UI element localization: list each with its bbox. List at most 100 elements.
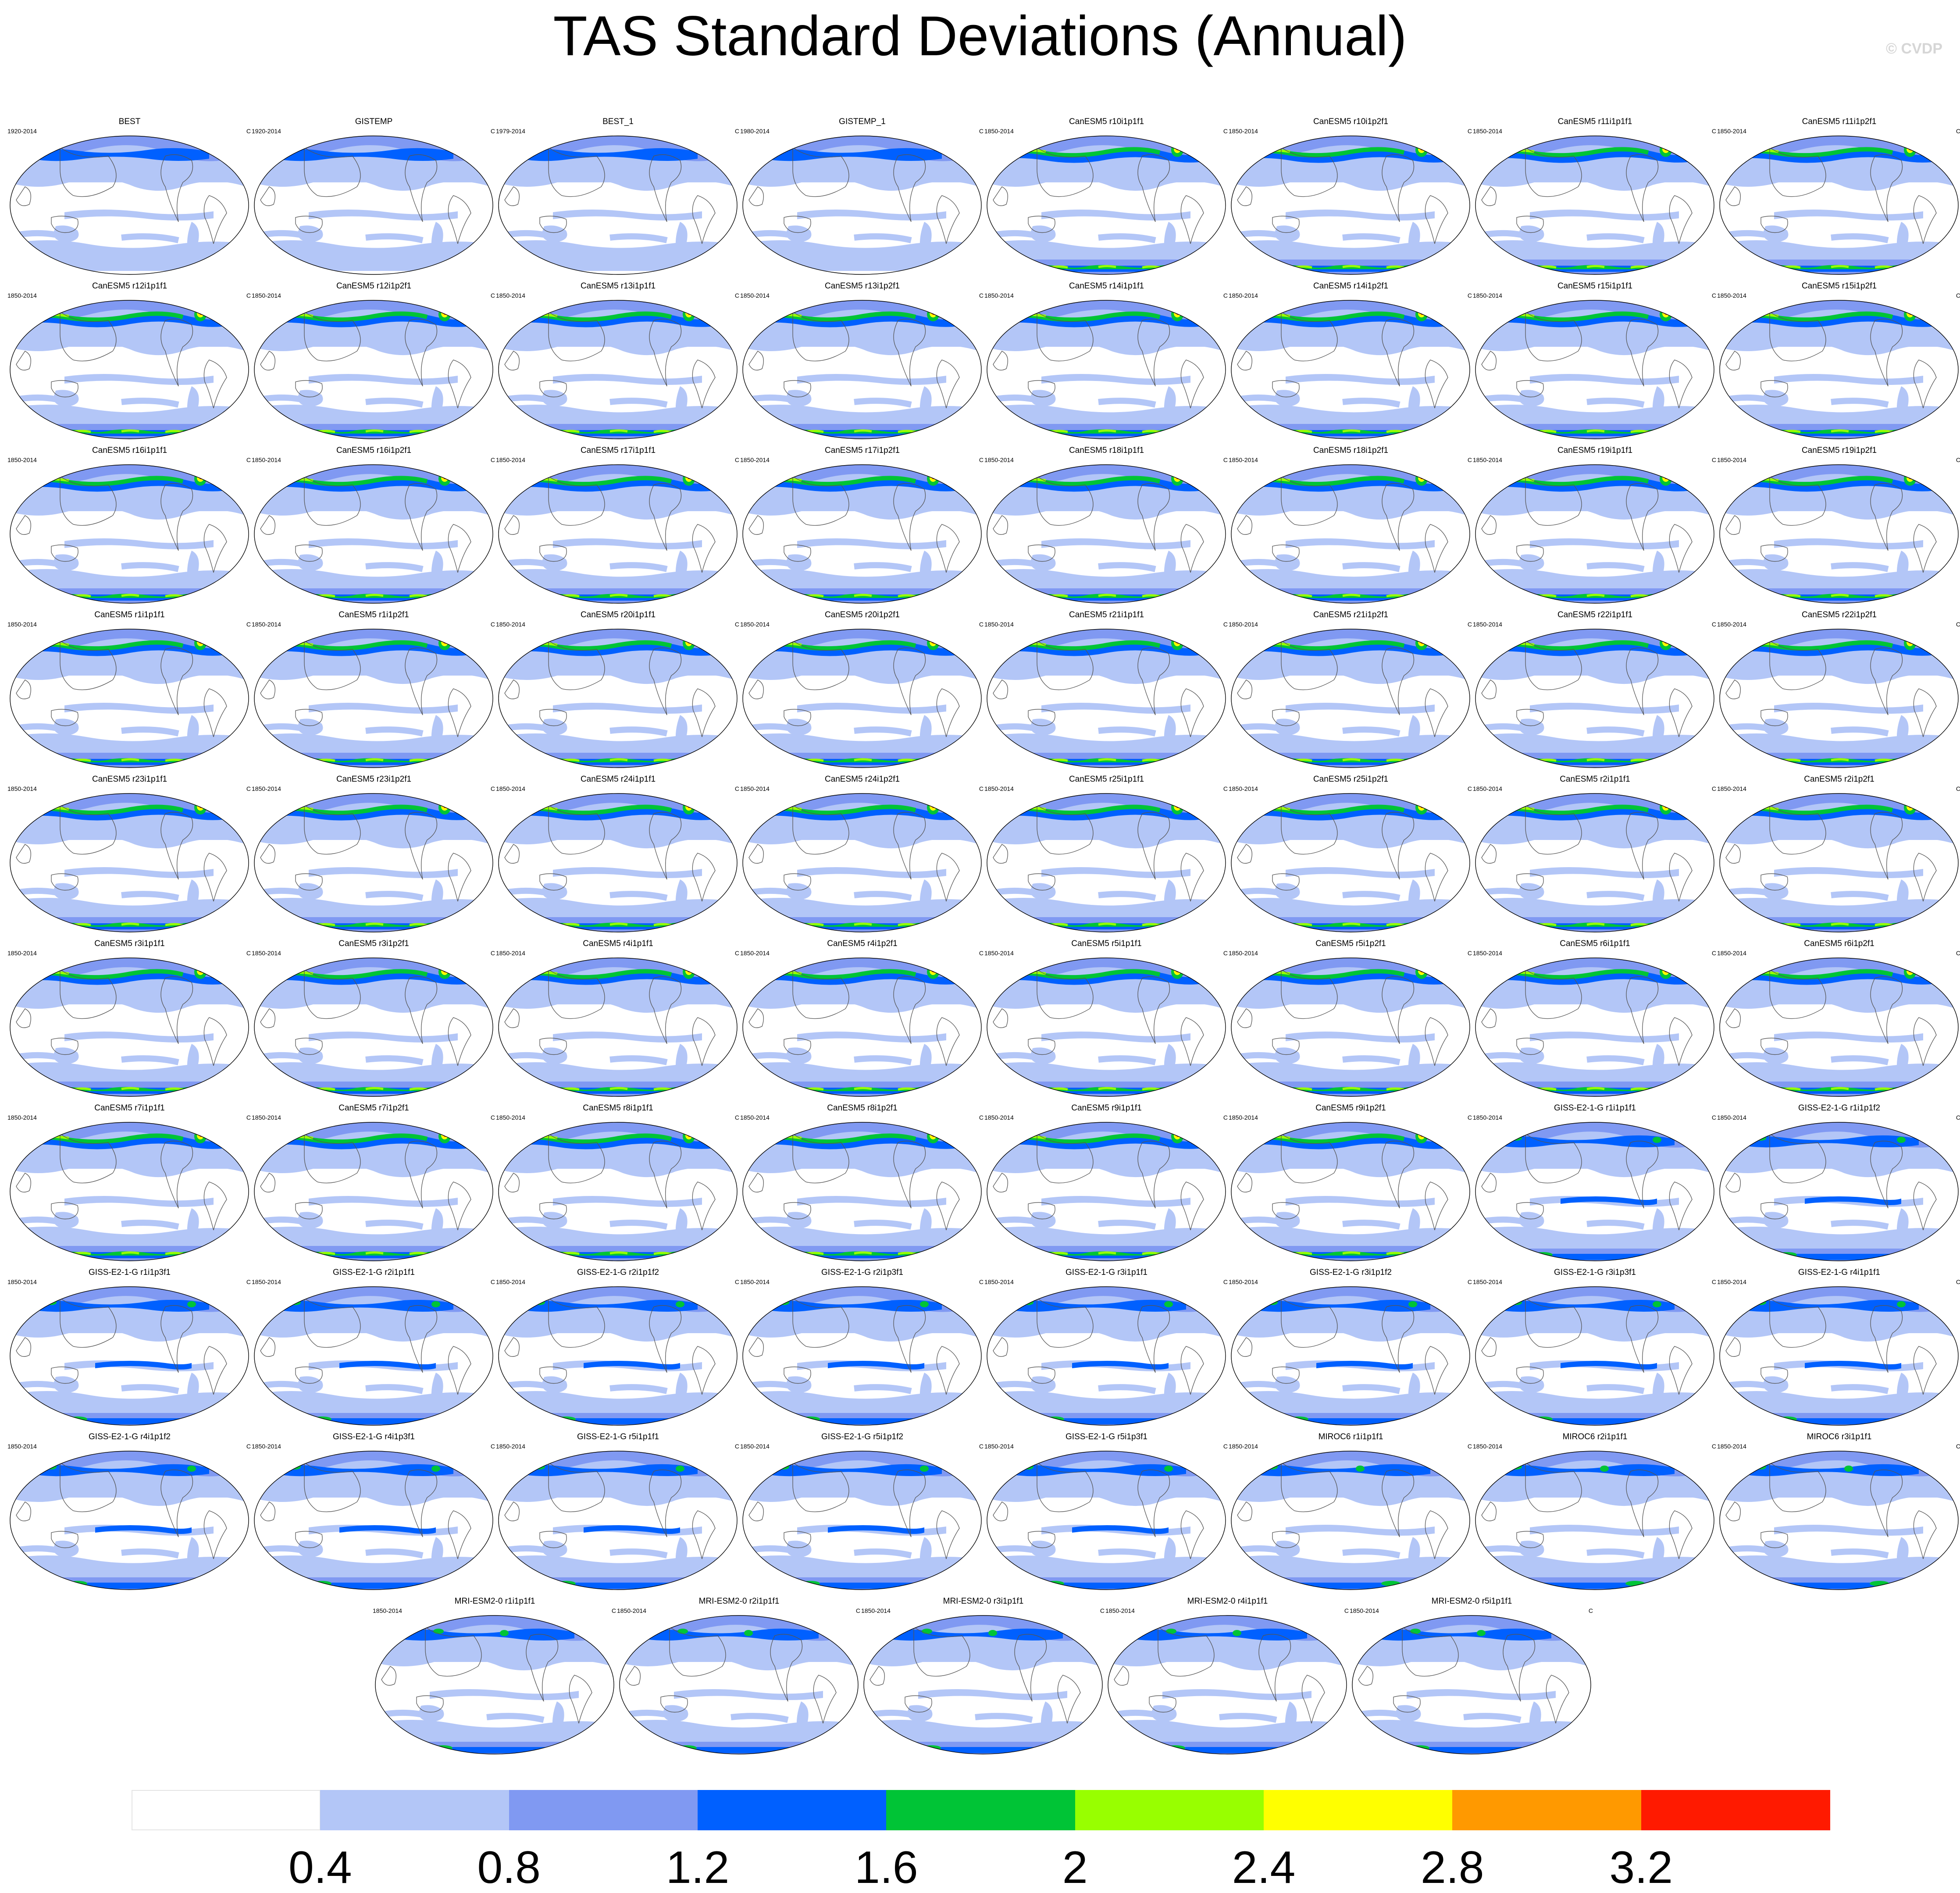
panel-title: GISS-E2-1-G r1i1p1f2: [1798, 1103, 1880, 1113]
map-panel: CanESM5 r5i1p2f1 1850-2014 C: [1229, 939, 1473, 1101]
panel-title: CanESM5 r18i1p1f1: [1069, 446, 1144, 455]
panel-title: GISS-E2-1-G r1i1p1f1: [1554, 1103, 1636, 1113]
panel-years: 1850-2014: [1717, 1114, 1746, 1121]
panel-years: 1850-2014: [740, 1278, 770, 1285]
map-panel: GISS-E2-1-G r1i1p3f1 1850-2014 C: [7, 1267, 252, 1430]
panel-title: MRI-ESM2-0 r2i1p1f1: [698, 1597, 780, 1606]
world-map: [1231, 135, 1470, 275]
panel-title: CanESM5 r13i1p1f1: [580, 281, 656, 291]
world-map: [1719, 135, 1959, 275]
panel-years: 1850-2014: [496, 1278, 525, 1285]
panel-units: C: [1223, 456, 1228, 463]
world-map: [742, 1122, 982, 1261]
world-map: [987, 135, 1226, 275]
world-map: [10, 793, 249, 932]
panel-years: 1850-2014: [1473, 621, 1502, 628]
panel-title: CanESM5 r3i1p2f1: [339, 939, 409, 948]
world-map: [1719, 1286, 1959, 1426]
world-map: [1475, 1286, 1714, 1426]
panel-years: 1850-2014: [1473, 785, 1502, 792]
world-map: [1719, 1451, 1959, 1590]
panel-units: C: [1100, 1607, 1105, 1614]
panel-years: 1850-2014: [984, 456, 1014, 463]
colorbar: [132, 1790, 1830, 1830]
panel-years: 1850-2014: [1473, 456, 1502, 463]
panel-years: 1850-2014: [1717, 128, 1746, 135]
panel-title: GISS-E2-1-G r2i1p1f1: [333, 1268, 415, 1277]
map-panel: CanESM5 r21i1p1f1 1850-2014 C: [984, 610, 1229, 772]
world-map: [987, 300, 1226, 439]
panel-title: CanESM5 r5i1p1f1: [1071, 939, 1142, 948]
panel-units: C: [490, 1114, 495, 1121]
map-panel: GISS-E2-1-G r4i1p1f2 1850-2014 C: [7, 1432, 252, 1594]
panel-units: C: [1711, 1443, 1716, 1450]
world-map: [254, 793, 493, 932]
panel-units: C: [734, 621, 739, 628]
panel-units: C: [1711, 785, 1716, 792]
panel-title: CanESM5 r20i1p2f1: [824, 610, 900, 619]
map-panel: CanESM5 r1i1p2f1 1850-2014 C: [252, 610, 496, 772]
colorbar-box: [132, 1790, 321, 1830]
panel-years: 1920-2014: [7, 128, 37, 135]
panel-title: CanESM5 r1i1p1f1: [94, 610, 165, 619]
panel-title: CanESM5 r18i1p2f1: [1313, 446, 1389, 455]
panel-units: C: [490, 128, 495, 135]
panel-units: C: [1467, 292, 1472, 299]
map-panel: CanESM5 r19i1p2f1 1850-2014 C: [1717, 445, 1960, 608]
colorbar-tick-label: 0.8: [477, 1842, 541, 1893]
colorbar-box: [886, 1790, 1076, 1830]
map-panel: GISS-E2-1-G r3i1p1f2 1850-2014 C: [1229, 1267, 1473, 1430]
world-map: [987, 957, 1226, 1097]
map-panel: GISS-E2-1-G r2i1p1f2 1850-2014 C: [496, 1267, 740, 1430]
panel-years: 1850-2014: [1473, 1278, 1502, 1285]
map-panel: CanESM5 r15i1p2f1 1850-2014 C: [1717, 281, 1960, 443]
world-map: [1475, 793, 1714, 932]
map-panel: CanESM5 r23i1p1f1 1850-2014 C: [7, 774, 252, 936]
world-map: [1231, 629, 1470, 768]
panel-years: 1850-2014: [1717, 1443, 1746, 1450]
colorbar-tick-label: 2: [1062, 1842, 1088, 1893]
map-panel: CanESM5 r10i1p1f1 1850-2014 C: [984, 117, 1229, 279]
panel-units: C: [490, 456, 495, 463]
panel-title: CanESM5 r7i1p1f1: [94, 1103, 165, 1113]
panel-title: MIROC6 r3i1p1f1: [1807, 1432, 1872, 1441]
panel-title: CanESM5 r21i1p2f1: [1313, 610, 1389, 619]
panel-units: C: [246, 1114, 251, 1121]
map-panel: GISS-E2-1-G r4i1p1f1 1850-2014 C: [1717, 1267, 1960, 1430]
map-panel: MRI-ESM2-0 r5i1p1f1 1850-2014 C: [1350, 1596, 1594, 1758]
panel-title: CanESM5 r6i1p2f1: [1804, 939, 1874, 948]
panel-units: C: [734, 950, 739, 957]
map-panel: GISTEMP 1920-2014 C: [252, 117, 496, 279]
world-map: [10, 300, 249, 439]
panel-years: 1850-2014: [1229, 621, 1258, 628]
panel-units: C: [734, 1114, 739, 1121]
panel-units: C: [1467, 128, 1472, 135]
map-panel: CanESM5 r3i1p1f1 1850-2014 C: [7, 939, 252, 1101]
world-map: [987, 1286, 1226, 1426]
world-map: [742, 957, 982, 1097]
panel-years: 1850-2014: [252, 456, 281, 463]
map-panel: CanESM5 r23i1p2f1 1850-2014 C: [252, 774, 496, 936]
panel-units: C: [611, 1607, 616, 1614]
panel-units: C: [490, 621, 495, 628]
panel-years: 1850-2014: [1473, 128, 1502, 135]
world-map: [1719, 1122, 1959, 1261]
panel-years: 1850-2014: [1350, 1607, 1379, 1614]
panel-units: C: [734, 785, 739, 792]
panel-title: CanESM5 r15i1p2f1: [1801, 281, 1877, 291]
world-map: [498, 957, 738, 1097]
panel-units: C: [1711, 950, 1716, 957]
map-panel: CanESM5 r13i1p1f1 1850-2014 C: [496, 281, 740, 443]
panel-units: C: [1711, 621, 1716, 628]
world-map: [498, 1122, 738, 1261]
world-map: [10, 1122, 249, 1261]
map-panel: GISS-E2-1-G r5i1p1f1 1850-2014 C: [496, 1432, 740, 1594]
map-panel: MRI-ESM2-0 r2i1p1f1 1850-2014 C: [617, 1596, 861, 1758]
panel-years: 1850-2014: [496, 292, 525, 299]
panel-title: CanESM5 r17i1p1f1: [580, 446, 656, 455]
panel-units: C: [1467, 950, 1472, 957]
panel-years: 1850-2014: [1473, 950, 1502, 957]
panel-years: 1850-2014: [496, 1114, 525, 1121]
panel-years: 1850-2014: [740, 1443, 770, 1450]
map-panel: CanESM5 r11i1p2f1 1850-2014 C: [1717, 117, 1960, 279]
